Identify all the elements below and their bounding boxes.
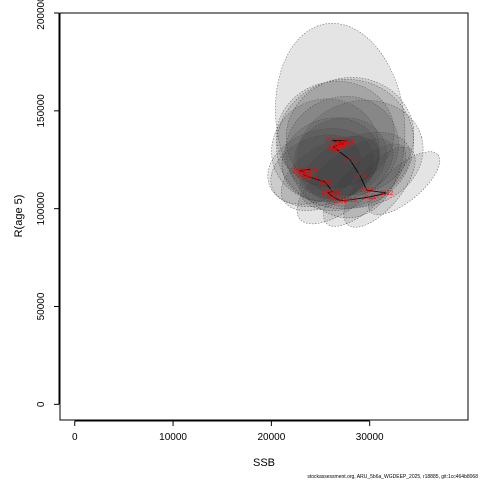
year-label: 2006 xyxy=(326,190,340,196)
year-label: 2013 xyxy=(360,188,374,194)
y-tick-label: 100000 xyxy=(36,192,47,226)
trajectory-segment xyxy=(298,170,305,173)
confidence-ellipse xyxy=(276,81,395,188)
year-label: 2010 xyxy=(343,198,357,204)
trajectory-segment xyxy=(332,139,348,142)
year-label: 2019 xyxy=(336,142,350,148)
confidence-ellipse xyxy=(270,134,361,205)
y-tick-label: 50000 xyxy=(36,292,47,320)
confidence-ellipse xyxy=(276,79,414,210)
x-tick-label: 20000 xyxy=(257,432,285,443)
confidence-ellipse xyxy=(296,99,424,208)
x-tick-label: 0 xyxy=(72,432,78,443)
year-label: 2018 xyxy=(333,142,347,148)
trajectory-segment xyxy=(337,149,351,161)
year-label: 2016 xyxy=(331,148,345,154)
y-tick-label: 150000 xyxy=(36,94,47,128)
year-label: 2023 xyxy=(340,139,354,145)
year-label: 2003 xyxy=(297,173,311,179)
trajectory-line xyxy=(298,139,387,202)
confidence-ellipse xyxy=(281,136,380,211)
confidence-ellipse xyxy=(296,138,394,225)
trajectory-segment xyxy=(349,196,370,201)
confidence-ellipse xyxy=(285,96,399,200)
confidence-ellipse xyxy=(281,117,380,202)
year-label: 2020 xyxy=(332,143,346,149)
trajectory-segment xyxy=(327,192,334,198)
trajectory-segment xyxy=(325,182,333,192)
year-label: 2002 xyxy=(298,170,312,176)
footer-credit: stockassessment.org, ARU_5b6a_WGDEEP_202… xyxy=(307,474,478,480)
trajectory-segment xyxy=(359,175,368,191)
confidence-ellipses xyxy=(267,23,441,228)
confidence-ellipse xyxy=(293,117,387,199)
trajectory-segment xyxy=(327,191,333,194)
y-tick-label: 200000 xyxy=(36,0,47,30)
year-label: 2008 xyxy=(327,195,341,201)
year-label: 2011 xyxy=(363,195,377,201)
trajectory-segment xyxy=(310,176,326,183)
y-axis: 0 50000 100000 150000 200000 xyxy=(36,0,60,407)
year-label: 2001 xyxy=(292,169,306,175)
trajectory-segment xyxy=(333,146,338,151)
x-axis-title: SSB xyxy=(253,457,275,469)
trajectory-segment xyxy=(340,199,351,202)
year-label: 2009 xyxy=(334,199,348,205)
trajectory-segment xyxy=(366,189,387,194)
trajectory-segment xyxy=(333,196,341,202)
trajectory-segment xyxy=(369,192,387,198)
trajectory-segment xyxy=(332,139,345,145)
year-label: 2014 xyxy=(353,173,367,179)
year-label: 2005 xyxy=(319,180,333,186)
y-axis-title: R(age 5) xyxy=(13,195,25,238)
year-label: 2021 xyxy=(337,142,351,148)
year-label: 2004 xyxy=(304,175,318,181)
trajectory-segment xyxy=(349,159,361,176)
x-tick-label: 30000 xyxy=(356,432,384,443)
confidence-ellipse xyxy=(271,98,380,202)
year-label: 2007 xyxy=(321,191,335,197)
confidence-ellipse xyxy=(275,23,406,219)
plot-frame xyxy=(59,12,469,421)
trajectory-segment xyxy=(298,169,311,171)
y-tick-label: 0 xyxy=(36,401,47,407)
year-label: 2022 xyxy=(326,138,340,144)
confidence-ellipse xyxy=(285,77,415,196)
x-tick-label: 10000 xyxy=(159,432,187,443)
year-label: 2012 xyxy=(380,191,394,197)
x-axis: 0 10000 20000 30000 xyxy=(72,420,384,443)
year-label: 2015 xyxy=(343,158,357,164)
year-label: 2000 xyxy=(304,168,318,174)
confidence-ellipse xyxy=(267,128,374,207)
trajectory-segment xyxy=(338,143,345,146)
trajectory-segment xyxy=(303,172,306,176)
year-label: 2017 xyxy=(327,145,341,151)
trajectory-segment xyxy=(303,174,311,178)
confidence-ellipse xyxy=(299,132,411,211)
confidence-ellipse xyxy=(343,146,416,228)
